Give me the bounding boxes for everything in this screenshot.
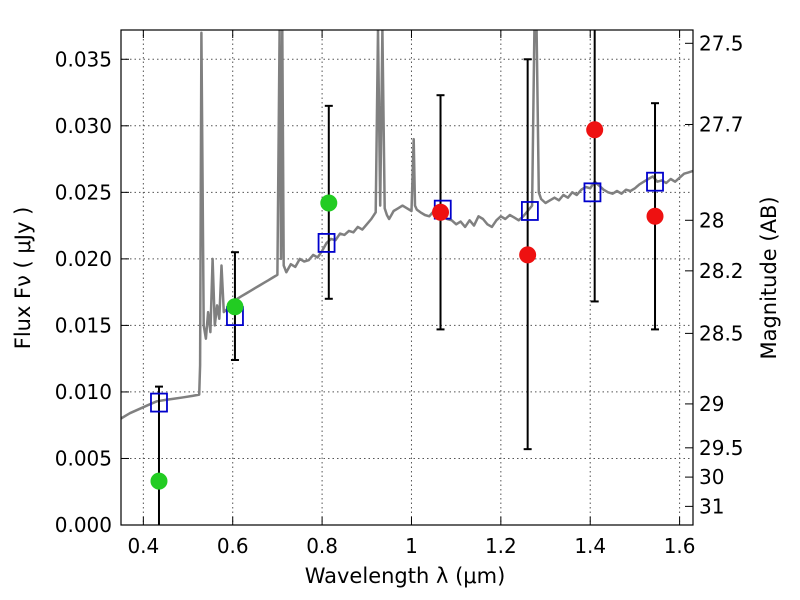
y-tick-label: 0.005 <box>55 446 112 470</box>
y2-axis-title: Magnitude (AB) <box>757 196 781 359</box>
upper-limit-point <box>519 246 537 264</box>
detection-point <box>320 194 338 212</box>
y-tick-label: 0.010 <box>55 380 112 404</box>
y2-tick-label: 28.5 <box>699 321 744 345</box>
data-layer <box>121 30 693 525</box>
y2-tick-label: 31 <box>699 494 724 518</box>
y2-tick-label: 27.7 <box>699 112 744 136</box>
y-tick-label: 0.000 <box>55 513 112 537</box>
x-tick-label: 1 <box>405 534 418 558</box>
x-tick-label: 1.4 <box>574 534 606 558</box>
y-tick-label: 0.035 <box>55 47 112 71</box>
detection-point <box>150 472 168 490</box>
y2-tick-label: 28.2 <box>699 259 744 283</box>
y2-tick-label: 29.5 <box>699 436 744 460</box>
y-tick-label: 0.025 <box>55 180 112 204</box>
y2-tick-label: 30 <box>699 465 724 489</box>
x-tick-label: 1.6 <box>664 534 696 558</box>
model-square-marker <box>646 171 664 192</box>
detection-point <box>226 298 244 316</box>
grid-layer <box>121 30 693 526</box>
upper-limit-point <box>586 121 604 139</box>
axis-layer: 0.4 0.6 0.8 1 1.2 1.4 1.6 0.000 0.005 0.010 0.015 0… <box>55 30 744 558</box>
y-tick-label: 0.020 <box>55 247 112 271</box>
model-square-marker <box>150 392 168 413</box>
plot-frame <box>120 29 694 526</box>
x-axis-title: Wavelength λ (μm) <box>305 564 506 588</box>
x-tick-label: 0.8 <box>306 534 338 558</box>
y2-tick-label: 28 <box>699 208 724 232</box>
x-tick-label: 0.4 <box>127 534 159 558</box>
x-tick-label: 1.2 <box>485 534 517 558</box>
y-axis-title: Flux Fν ( μJy ) <box>11 207 35 350</box>
y-tick-label: 0.015 <box>55 313 112 337</box>
y2-tick-label: 27.5 <box>699 31 744 55</box>
upper-limit-point <box>432 203 450 221</box>
x-tick-label: 0.6 <box>217 534 249 558</box>
y-tick-label: 0.030 <box>55 114 112 138</box>
model-square-marker <box>317 233 336 253</box>
model-square-marker <box>520 201 539 221</box>
upper-limit-point <box>646 207 664 225</box>
model-square-marker <box>583 182 602 203</box>
y2-tick-label: 29 <box>699 392 724 416</box>
